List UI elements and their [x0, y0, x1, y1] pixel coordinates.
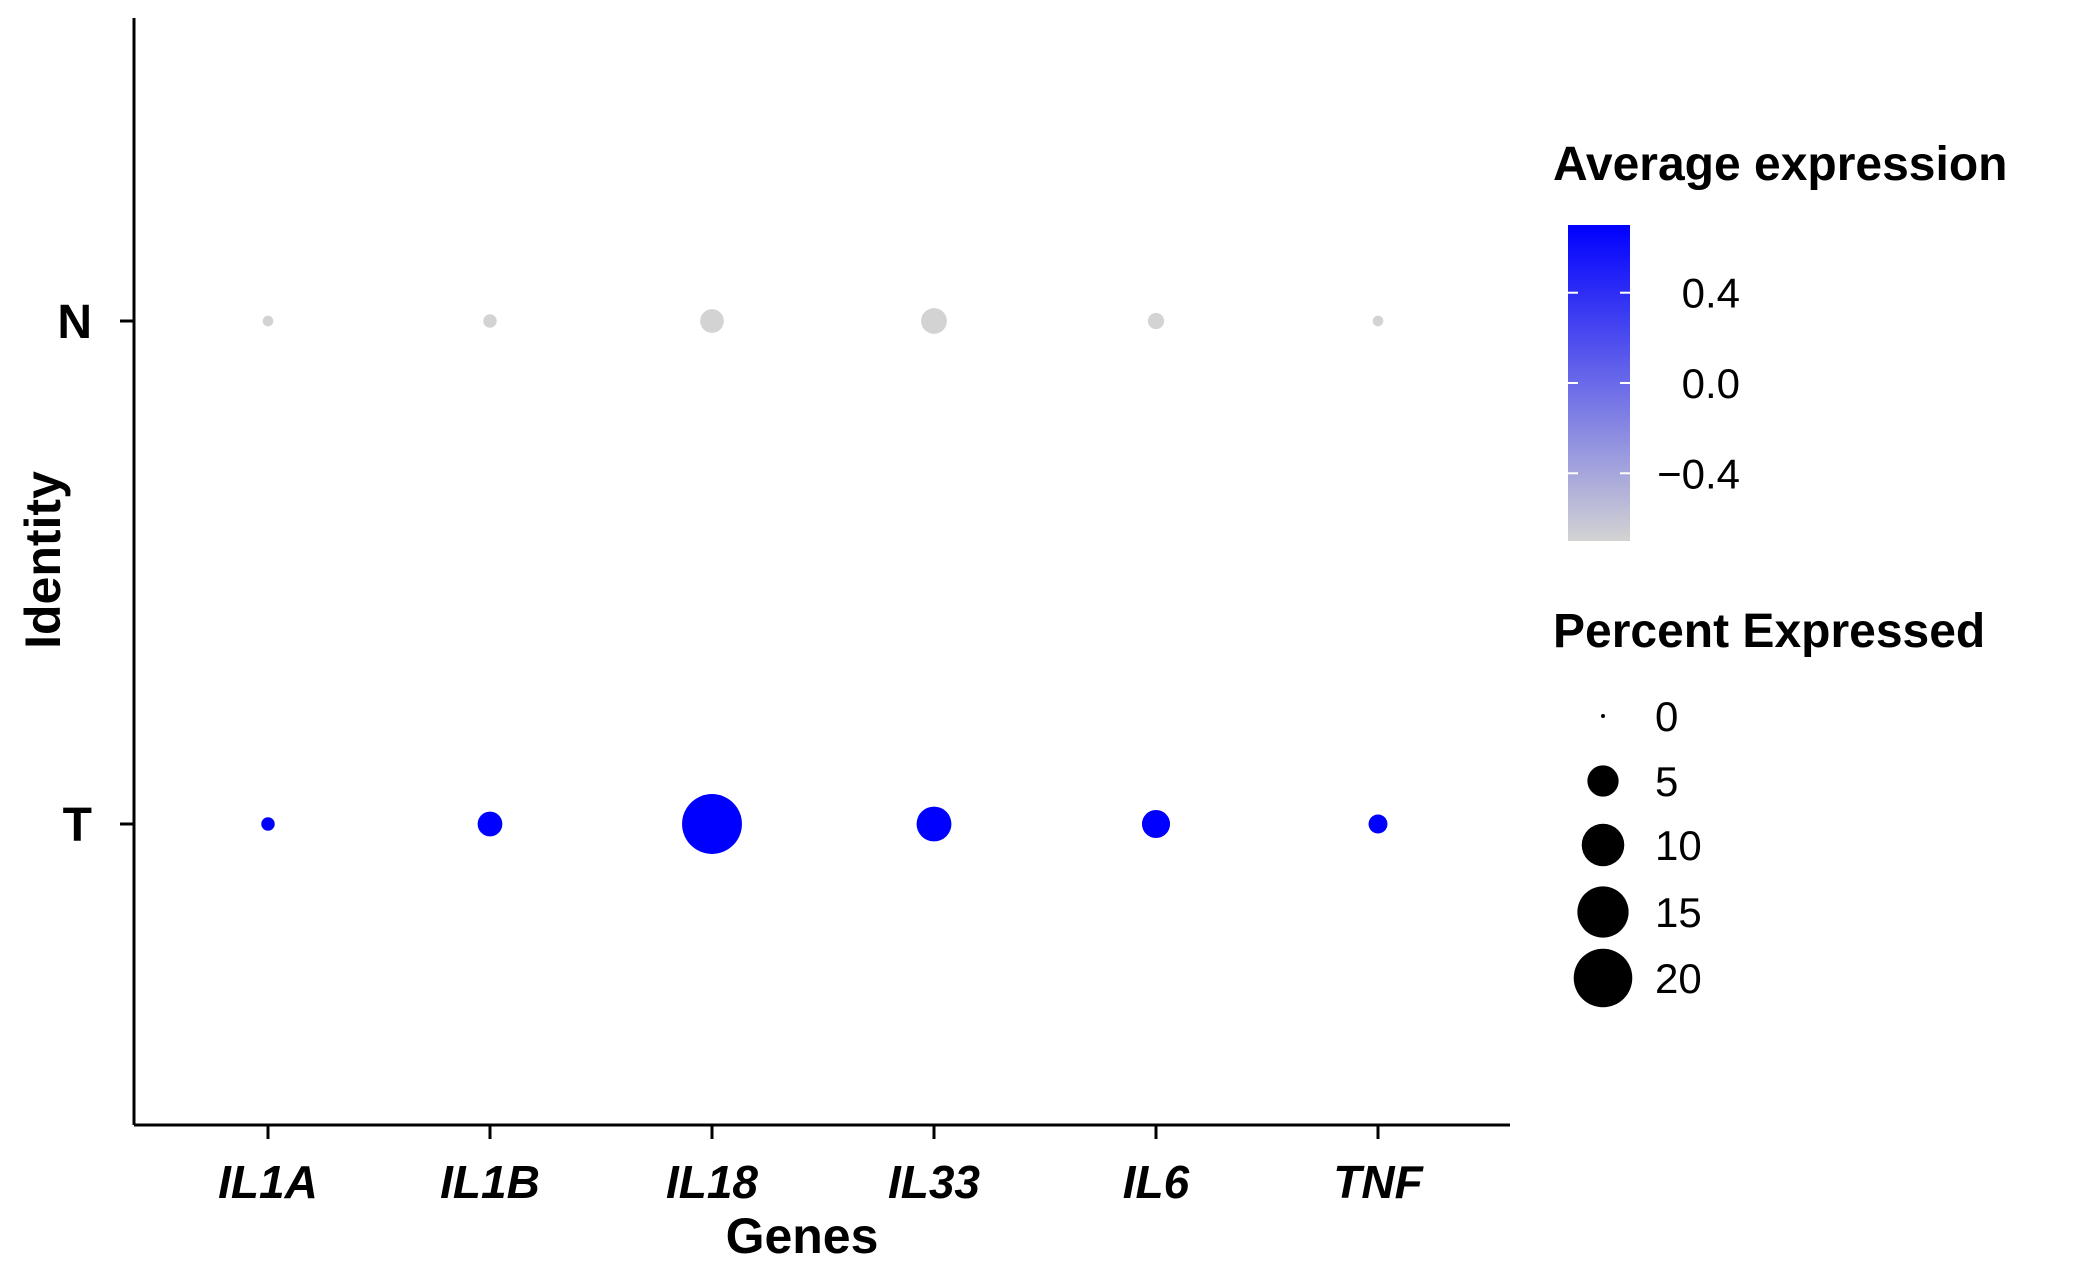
size-legend-label: 10	[1655, 822, 1702, 869]
size-legend-dot	[1577, 886, 1629, 938]
y-tick-label: N	[57, 296, 92, 349]
y-tick-label: T	[63, 799, 92, 852]
y-axis-ticks: NT	[57, 296, 134, 852]
x-axis-ticks: IL1A IL1B IL18 IL33 IL6 TNF	[218, 1125, 1425, 1208]
dot-il1b-n	[483, 314, 497, 328]
color-tick-label: 0.0	[1682, 360, 1740, 407]
x-tick-label: IL18	[666, 1156, 758, 1208]
size-legend-dot	[1581, 823, 1625, 867]
color-tick-label: −0.4	[1657, 450, 1740, 497]
dot-il1b-t	[477, 811, 503, 837]
color-legend-bar	[1568, 225, 1630, 541]
dot-il6-n	[1147, 312, 1165, 330]
size-legend-label: 20	[1655, 955, 1702, 1002]
dot-il6-t	[1141, 809, 1171, 839]
x-axis-title: Genes	[726, 1208, 879, 1264]
size-legend-label: 0	[1655, 693, 1678, 740]
x-tick-label: IL33	[888, 1156, 980, 1208]
size-legend-label: 5	[1655, 758, 1678, 805]
y-axis-title: Identity	[15, 471, 71, 649]
x-tick-label: IL1B	[440, 1156, 540, 1208]
dot-il33-t	[916, 806, 952, 842]
x-tick-label: IL1A	[218, 1156, 318, 1208]
dot-il1a-n	[262, 315, 274, 327]
color-legend-ticks: 0.4 0.0 −0.4	[1568, 270, 1740, 497]
x-tick-label: TNF	[1333, 1156, 1424, 1208]
dot-il1a-t	[261, 817, 275, 831]
size-legend-dot	[1573, 948, 1633, 1008]
dot-tnf-t	[1368, 814, 1388, 834]
size-legend-title: Percent Expressed	[1553, 605, 1985, 658]
dot-series	[261, 308, 1388, 854]
dot-il33-n	[921, 308, 947, 334]
size-legend-dot	[1601, 714, 1605, 718]
size-legend-items: 0 5 10 15 20	[1573, 693, 1702, 1008]
dot-il18-t	[682, 794, 742, 854]
size-legend-dot	[1587, 765, 1619, 797]
dot-il18-n	[700, 309, 724, 333]
dot-tnf-n	[1372, 315, 1384, 327]
x-tick-label: IL6	[1123, 1156, 1190, 1208]
color-tick-label: 0.4	[1682, 270, 1740, 317]
color-legend-title: Average expression	[1553, 138, 2007, 191]
size-legend-label: 15	[1655, 889, 1702, 936]
